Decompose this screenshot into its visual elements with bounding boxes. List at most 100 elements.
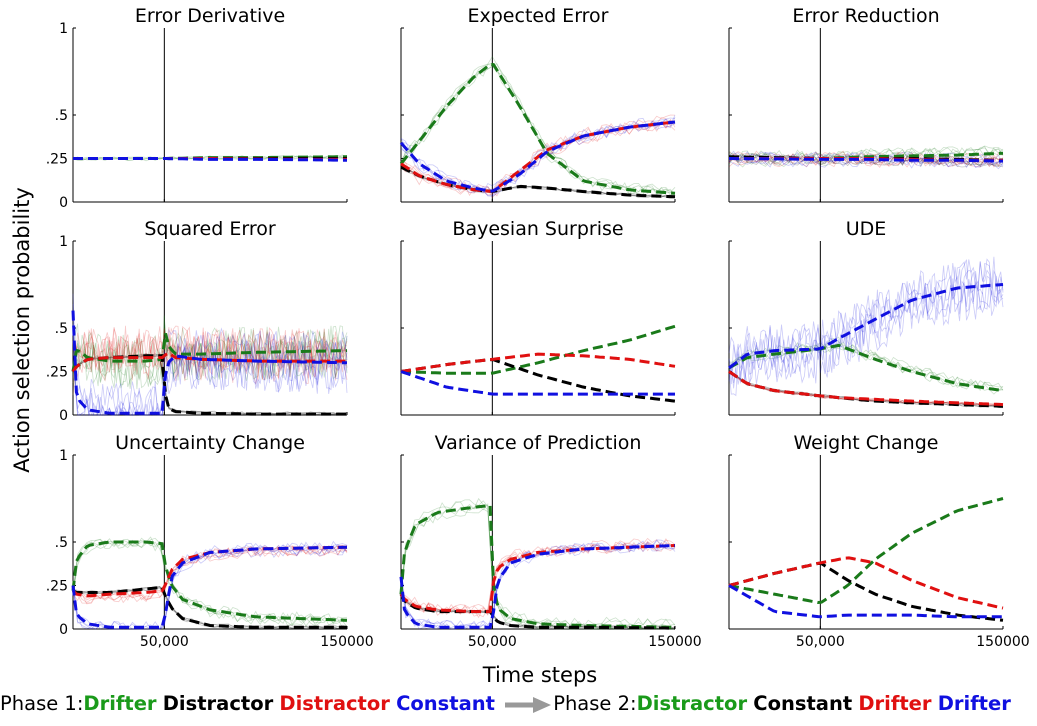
mean-line-green (400, 324, 676, 375)
x-tick-label: 50,000 (796, 634, 845, 650)
mean-line-green (728, 497, 1004, 605)
run-line-red (72, 327, 348, 370)
legend-item: Constant (396, 692, 495, 715)
subplot-title: Squared Error (144, 218, 275, 240)
mean-line-black (72, 585, 347, 629)
y-tick-label: .5 (55, 108, 68, 124)
subplot: Variance of Prediction 50,000 150000 (399, 432, 702, 650)
run-line-red (728, 150, 1004, 164)
run-line-blue (72, 317, 348, 417)
legend-item: Distractor (162, 692, 274, 715)
subplot: Bayesian Surprise (400, 218, 676, 416)
subplot-title: Error Derivative (135, 5, 285, 27)
run-line-red (400, 114, 676, 192)
run-line-red (72, 545, 348, 605)
subplot: Uncertainty Change 0 .25 .5 1 50,000 150000 (46, 432, 374, 650)
run-line-green (72, 323, 348, 379)
subplot: Error Derivative 0 .25 .5 1 (46, 5, 348, 211)
run-line-green (72, 315, 348, 376)
x-tick-label: 150000 (648, 634, 701, 650)
y-tick-label: 0 (59, 622, 68, 638)
run-line-blue (72, 293, 348, 417)
legend-item: Drifter (83, 692, 157, 715)
run-line-red (72, 544, 348, 603)
run-line-green (400, 63, 676, 196)
subplot-title: Expected Error (468, 5, 609, 27)
run-line-green (400, 65, 676, 196)
run-line-red (72, 334, 348, 381)
mean-line-blue (400, 370, 675, 396)
mean-line-red (400, 352, 676, 373)
mean-line-red (728, 370, 1004, 407)
run-line-blue (72, 334, 348, 417)
mean-line-blue (71, 545, 348, 629)
run-line-red (400, 541, 676, 616)
run-line-green (728, 337, 1004, 391)
run-line-red (72, 546, 348, 604)
y-tick-label: .5 (55, 321, 68, 337)
x-axis-label: Time steps (482, 663, 597, 687)
legend-item: Drifter (937, 692, 1011, 715)
y-tick-label: .5 (55, 535, 68, 551)
subplot: Expected Error (399, 5, 676, 203)
subplot-title: Variance of Prediction (435, 432, 642, 454)
run-line-blue (400, 539, 676, 630)
x-tick-label: 50,000 (140, 634, 189, 650)
run-line-green (400, 497, 676, 627)
run-line-green (72, 537, 348, 626)
subplot: Squared Error 0 .25 .5 1 (46, 218, 348, 424)
mean-line-red (400, 120, 676, 193)
subplot-title: Bayesian Surprise (452, 218, 623, 240)
mean-line-blue (728, 584, 1003, 619)
run-line-green (72, 325, 348, 387)
subplot-title: UDE (846, 218, 887, 240)
x-tick-label: 50,000 (468, 634, 517, 650)
phase2-label: Phase 2: (553, 692, 637, 715)
phase1-label: Phase 1: (0, 692, 84, 715)
y-tick-label: 0 (59, 195, 68, 211)
x-tick-label: 150000 (976, 634, 1029, 650)
run-line-red (400, 118, 676, 199)
run-line-red (72, 325, 348, 373)
mean-line-blue (399, 544, 676, 629)
run-line-green (72, 320, 348, 390)
x-tick-label: 150000 (320, 634, 373, 650)
run-line-blue (72, 303, 348, 416)
mean-line-green (71, 333, 348, 372)
legend-item: Drifter (858, 692, 932, 715)
subplot-title: Error Reduction (792, 5, 939, 27)
mean-line-green (728, 343, 1004, 393)
mean-line-green (399, 62, 676, 195)
figure-grid: Action selection probability Time steps … (10, 5, 1030, 687)
run-line-green (728, 145, 1004, 161)
run-line-green (728, 336, 1004, 391)
y-tick-label: .25 (46, 579, 68, 595)
mean-line-green (399, 503, 676, 629)
run-line-green (728, 343, 1004, 395)
y-tick-label: .25 (46, 152, 68, 168)
mean-line-blue (728, 283, 1004, 370)
y-axis-label: Action selection probability (10, 187, 34, 473)
legend-item: Distractor (636, 692, 748, 715)
run-line-green (400, 55, 676, 194)
run-line-blue (400, 119, 676, 197)
run-line-red (728, 155, 1004, 168)
arrow-right-icon (505, 696, 552, 713)
y-tick-label: 0 (59, 408, 68, 424)
y-tick-label: 1 (59, 448, 68, 464)
run-line-red (400, 541, 676, 619)
subplot-title: Uncertainty Change (115, 432, 305, 454)
run-line-red (400, 121, 676, 197)
y-tick-label: 1 (59, 21, 68, 37)
run-line-red (72, 327, 348, 383)
mean-line-blue (73, 157, 347, 162)
subplot-title: Weight Change (794, 432, 939, 454)
y-tick-label: 1 (59, 234, 68, 250)
run-line-green (72, 315, 348, 389)
run-line-green (728, 341, 1004, 392)
run-line-blue (72, 547, 348, 630)
run-line-green (728, 148, 1004, 162)
subplot: UDE (728, 218, 1004, 416)
run-line-blue (400, 541, 676, 630)
subplot: Error Reduction (728, 5, 1004, 203)
